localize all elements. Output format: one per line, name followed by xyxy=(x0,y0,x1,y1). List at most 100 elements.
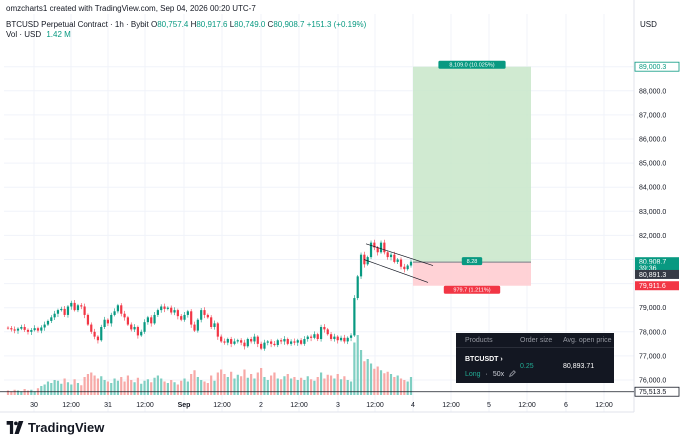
candle[interactable] xyxy=(36,328,40,331)
candle[interactable] xyxy=(190,311,193,325)
candle[interactable] xyxy=(256,336,259,344)
candle[interactable] xyxy=(306,336,309,340)
candle[interactable] xyxy=(386,252,389,258)
candle[interactable] xyxy=(403,266,406,270)
candle[interactable] xyxy=(336,336,339,341)
pencil-icon[interactable] xyxy=(509,370,516,377)
candle[interactable] xyxy=(43,324,46,328)
candle[interactable] xyxy=(76,305,80,311)
candle[interactable] xyxy=(293,341,296,343)
candle[interactable] xyxy=(343,337,346,342)
candle[interactable] xyxy=(13,329,16,331)
candle[interactable] xyxy=(233,341,236,344)
candle[interactable] xyxy=(236,340,239,342)
candle[interactable] xyxy=(246,339,249,347)
candle[interactable] xyxy=(86,314,90,325)
candle[interactable] xyxy=(270,341,273,344)
candle[interactable] xyxy=(103,319,106,327)
candle[interactable] xyxy=(406,265,409,270)
candle[interactable] xyxy=(313,334,316,338)
candle[interactable] xyxy=(383,242,386,253)
candle[interactable] xyxy=(163,306,166,309)
position-symbol[interactable]: BTCUSDT › xyxy=(465,356,503,363)
candle[interactable] xyxy=(70,302,73,307)
candle[interactable] xyxy=(349,335,353,338)
candle[interactable] xyxy=(106,319,110,324)
candle[interactable] xyxy=(180,316,183,320)
currency-label[interactable]: USD xyxy=(640,20,657,29)
candle[interactable] xyxy=(296,340,299,343)
candle[interactable] xyxy=(166,307,169,309)
candle[interactable] xyxy=(93,331,96,337)
candle[interactable] xyxy=(379,242,383,253)
candle[interactable] xyxy=(213,323,216,327)
candle[interactable] xyxy=(96,336,100,341)
candle[interactable] xyxy=(393,254,396,262)
candle[interactable] xyxy=(396,259,399,262)
candle[interactable] xyxy=(73,302,76,311)
candle[interactable] xyxy=(280,340,283,342)
candle[interactable] xyxy=(193,324,196,331)
candle[interactable] xyxy=(260,343,263,349)
candle[interactable] xyxy=(323,326,326,330)
candle[interactable] xyxy=(23,326,26,330)
candle[interactable] xyxy=(40,327,43,331)
candle[interactable] xyxy=(326,329,329,335)
candle[interactable] xyxy=(206,314,209,318)
candle[interactable] xyxy=(26,329,30,332)
candle[interactable] xyxy=(240,340,243,343)
candle[interactable] xyxy=(273,343,276,346)
candle[interactable] xyxy=(316,334,319,340)
candle[interactable] xyxy=(353,298,356,336)
candle[interactable] xyxy=(230,339,233,344)
candle[interactable] xyxy=(136,326,139,336)
candle[interactable] xyxy=(53,313,56,318)
candle[interactable] xyxy=(66,306,70,315)
candle[interactable] xyxy=(299,340,303,344)
candle[interactable] xyxy=(369,242,373,258)
candle[interactable] xyxy=(176,310,179,317)
candle[interactable] xyxy=(150,317,153,324)
candle[interactable] xyxy=(16,328,20,331)
candle[interactable] xyxy=(116,305,120,312)
candle[interactable] xyxy=(243,342,246,347)
candle[interactable] xyxy=(146,317,149,323)
candle[interactable] xyxy=(359,254,363,277)
candle[interactable] xyxy=(110,314,113,324)
candle[interactable] xyxy=(183,314,186,320)
candle[interactable] xyxy=(200,310,203,320)
candle[interactable] xyxy=(283,339,286,342)
candle[interactable] xyxy=(126,317,130,325)
symbol-description[interactable]: BTCUSD Perpetual Contract · 1h · Bybit xyxy=(6,20,149,29)
candle[interactable] xyxy=(156,310,159,315)
candle[interactable] xyxy=(333,336,336,340)
candle[interactable] xyxy=(303,339,306,344)
candle[interactable] xyxy=(210,317,213,327)
candle[interactable] xyxy=(130,324,133,330)
candle[interactable] xyxy=(56,310,60,314)
candle[interactable] xyxy=(319,326,323,340)
profit-zone[interactable] xyxy=(413,66,531,263)
candle[interactable] xyxy=(389,254,393,258)
candle[interactable] xyxy=(399,259,403,267)
candle[interactable] xyxy=(113,311,116,315)
candle[interactable] xyxy=(63,308,66,315)
candle[interactable] xyxy=(123,313,126,318)
volume-legend[interactable]: Vol · USD 1.42 M xyxy=(6,30,71,39)
candle[interactable] xyxy=(266,341,269,343)
candle[interactable] xyxy=(376,247,379,253)
candle[interactable] xyxy=(20,326,23,329)
candle[interactable] xyxy=(160,306,163,311)
channel-upper-line[interactable] xyxy=(365,243,434,266)
candle[interactable] xyxy=(33,328,36,331)
candle[interactable] xyxy=(143,322,146,332)
candle[interactable] xyxy=(309,336,313,338)
candle[interactable] xyxy=(220,336,223,342)
candle[interactable] xyxy=(173,310,176,313)
channel-lower-line[interactable] xyxy=(363,259,429,283)
candle[interactable] xyxy=(170,307,173,313)
candle[interactable] xyxy=(263,342,266,349)
candle[interactable] xyxy=(140,331,143,336)
candle[interactable] xyxy=(196,319,199,331)
candle[interactable] xyxy=(286,339,289,344)
